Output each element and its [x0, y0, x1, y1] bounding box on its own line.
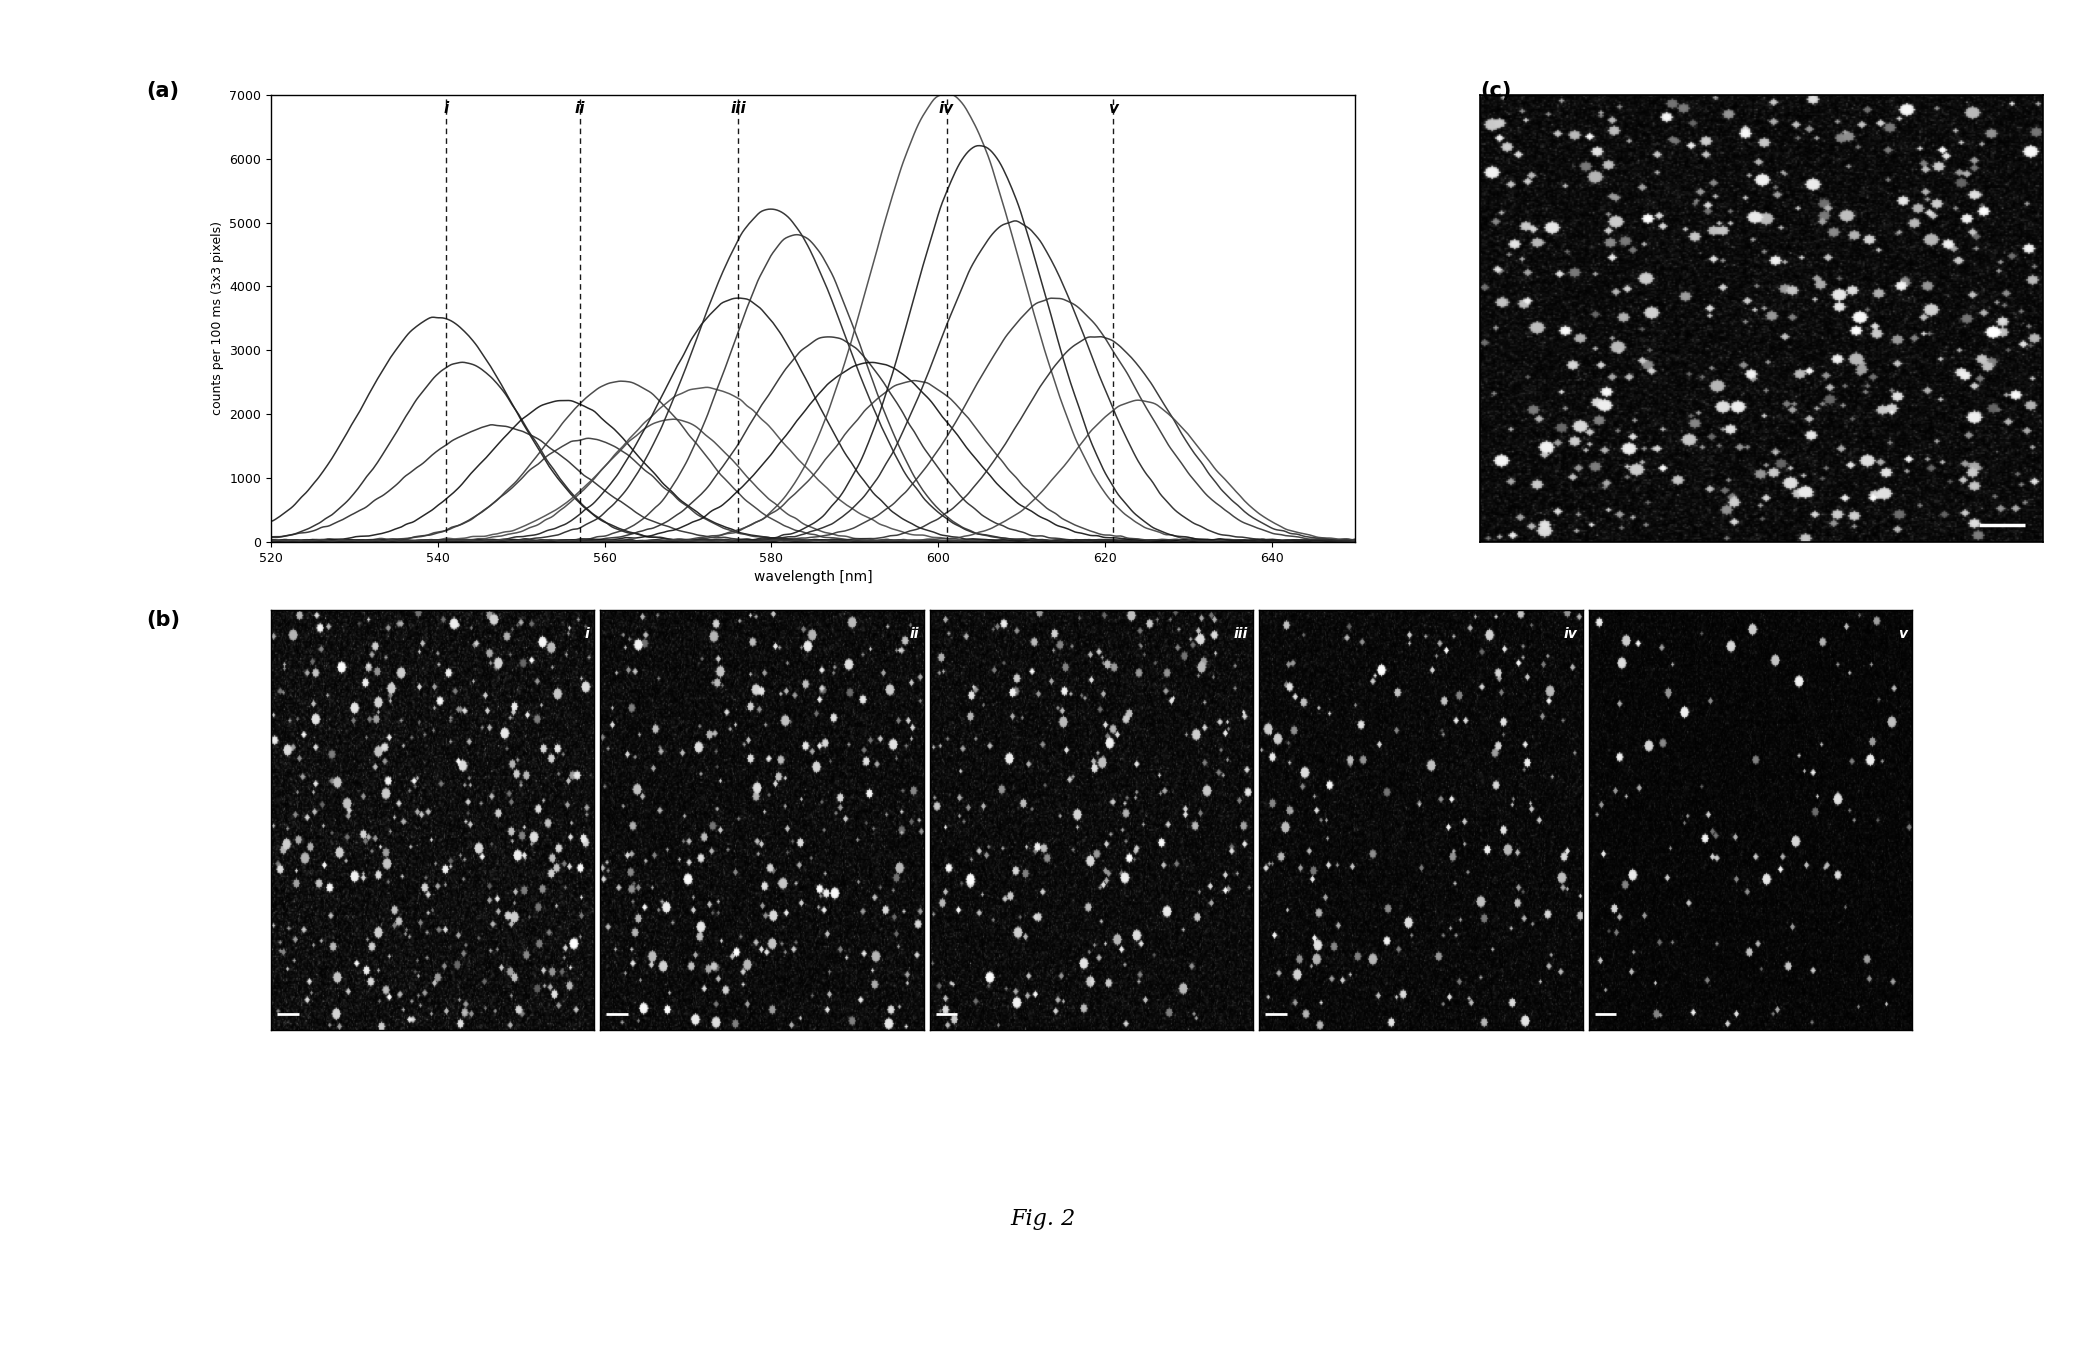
Text: (b): (b) — [146, 610, 179, 630]
Text: i: i — [444, 102, 448, 117]
Text: ii: ii — [909, 627, 919, 641]
Text: (c): (c) — [1480, 81, 1512, 102]
Text: iii: iii — [1234, 627, 1249, 641]
Text: (a): (a) — [146, 81, 179, 102]
Text: v: v — [1897, 627, 1908, 641]
Text: iv: iv — [1564, 627, 1578, 641]
Text: i: i — [584, 627, 590, 641]
Text: v: v — [1109, 102, 1118, 117]
Text: ii: ii — [573, 102, 586, 117]
Text: iii: iii — [730, 102, 746, 117]
Text: Fig. 2: Fig. 2 — [1009, 1209, 1076, 1230]
X-axis label: wavelength [nm]: wavelength [nm] — [755, 570, 872, 584]
Text: iv: iv — [938, 102, 955, 117]
Y-axis label: counts per 100 ms (3x3 pixels): counts per 100 ms (3x3 pixels) — [211, 221, 223, 416]
